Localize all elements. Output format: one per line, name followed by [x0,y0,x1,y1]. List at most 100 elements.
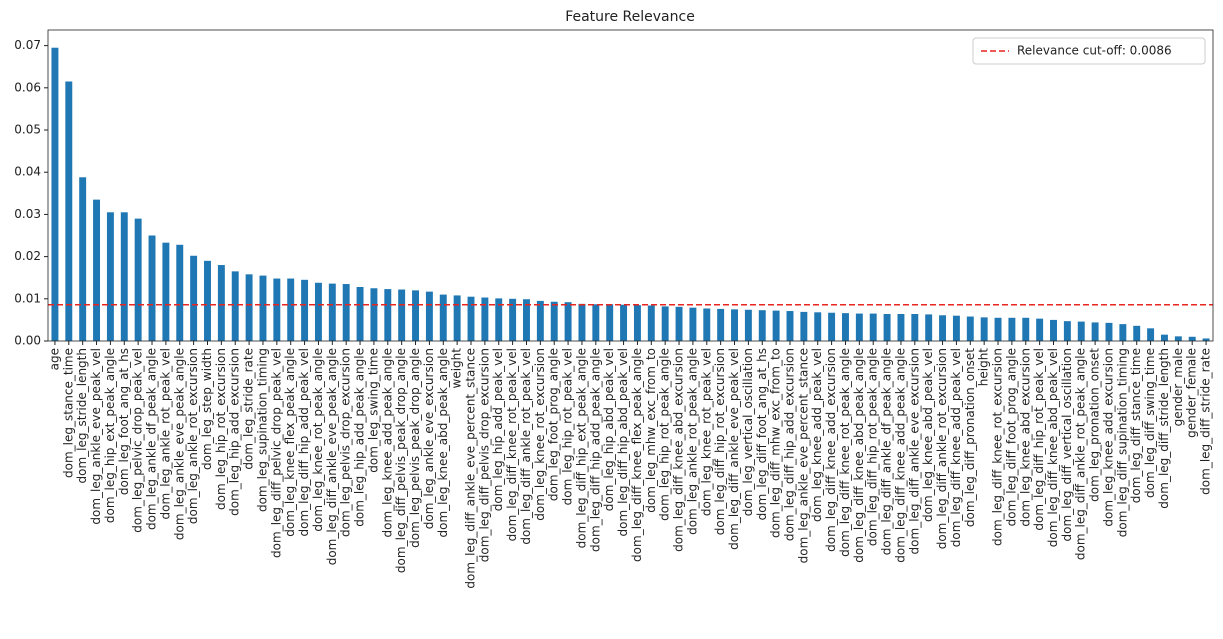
bar [869,313,877,341]
bar [814,312,822,341]
bar [731,309,738,341]
bar [1147,328,1155,341]
bar [93,199,101,341]
x-tick-label: dom_leg_foot_prog_angle [547,348,561,501]
x-tick-label: dom_leg_pelvis_drop_excursion [339,348,353,537]
bar [412,290,419,341]
x-tick-label: dom_leg_diff_knee_add_excursion [824,348,838,552]
bar [883,313,891,341]
x-tick-label: dom_leg_hip_rot_peak_vel [561,348,575,505]
bar [689,307,697,341]
bar [1174,336,1182,341]
x-tick-label: dom_leg_pelvis_peak_drop_angle [408,348,422,548]
legend-label: Relevance cut-off: 0.0086 [1017,44,1172,58]
bar [134,218,142,341]
bar [925,314,933,341]
x-tick-label: dom_leg_diff_vertical_oscillation [1060,348,1074,541]
bar [1050,319,1057,341]
bar [633,305,641,341]
bar [1105,322,1113,341]
x-tick-label: dom_leg_diff_supination_timing [1115,348,1129,537]
bar [231,271,239,341]
x-tick-label: dom_leg_diff_knee_abd_excursion [672,348,686,552]
bar [661,306,669,341]
x-tick-label: dom_leg_ankle_eve_excursion [422,348,436,529]
x-tick-label: dom_leg_diff_ankle_df_peak_angle [880,348,894,555]
x-tick-label: dom_leg_diff_hip_rot_peak_angle [866,348,880,546]
bar [564,302,572,341]
bar [1119,324,1127,341]
bar [980,317,988,341]
legend-box [972,37,1206,65]
x-tick-label: dom_leg_diff_ankle_rot_peak_vel [519,348,533,545]
bar [509,298,517,341]
bar [758,310,766,341]
y-tick-label: 0.00 [14,334,41,348]
bar [1160,334,1168,341]
x-tick-label: dom_leg_diff_foot_prog_angle [1004,348,1018,526]
x-tick-label: dom_leg_hip_rot_excursion [214,348,228,510]
x-tick-label: dom_leg_knee_rot_peak_vel [699,348,713,516]
x-tick-label: dom_leg_diff_ankle_eve_excursion [907,348,921,554]
x-tick-label: dom_leg_knee_abd_peak_angle [436,348,450,538]
x-tick-label: dom_leg_diff_pelvis_peak_drop_angle [394,348,408,573]
x-tick-label: dom_leg_step_width [200,348,214,470]
bar [952,315,960,341]
x-tick-label: dom_leg_ankle_rot_peak_angle [685,348,699,535]
bar [398,289,406,341]
bar [245,274,253,341]
x-tick-label: dom_leg_hip_ext_peak_angle [103,348,117,523]
x-tick-label: dom_leg_ankle_rot_peak_vel [158,348,172,519]
y-tick-label: 0.06 [14,80,41,94]
bar [120,212,128,341]
bar [481,297,489,341]
x-tick-label: dom_leg_diff_hip_add_peak_vel [297,348,311,536]
x-tick-label: dom_leg_hip_abd_peak_vel [602,348,616,511]
bar [1022,317,1030,341]
x-tick-label: dom_leg_diff_knee_rot_peak_angle [838,348,852,557]
bar [273,278,281,341]
x-tick-label: dom_leg_diff_knee_abd_peak_angle [852,348,866,563]
x-tick-label: dom_leg_hip_rot_peak_angle [658,348,672,521]
bar [1188,336,1196,341]
bar [79,177,87,341]
x-tick-label: dom_leg_diff_stride_rate [1199,348,1213,495]
x-tick-label: dom_leg_diff_hip_abd_peak_vel [616,348,630,536]
x-tick-label: dom_leg_diff_knee_flex_peak_angle [630,348,644,562]
x-tick-label: dom_leg_knee_abd_peak_vel [921,348,935,522]
x-tick-label: dom_leg_diff_hip_rot_excursion [713,348,727,535]
bar [453,295,461,341]
bar [356,286,364,341]
bar [911,313,919,341]
x-tick-label: dom_leg_hip_add_peak_vel [491,348,505,511]
x-tick-label: dom_leg_diff_knee_rot_excursion [991,348,1005,546]
x-tick-label: dom_leg_diff_ankle_rot_excursion [935,348,949,549]
x-tick-label: dom_leg_swing_time [366,348,380,473]
bar [647,305,655,341]
bar [1036,318,1044,341]
bar [703,308,711,341]
x-tick-label: dom_leg_diff_knee_add_peak_angle [893,348,907,563]
bar [370,288,378,341]
x-tick-label: dom_leg_pelvic_drop_peak_vel [131,348,145,533]
x-tick-label: dom_leg_knee_add_peak_vel [810,348,824,522]
bar [204,260,211,341]
x-tick-label: dom_leg_diff_hip_add_excursion [782,348,796,541]
bar [828,312,836,341]
bar [328,283,336,341]
x-tick-label: dom_leg_diff_knee_add_peak_vel [949,348,963,547]
x-tick-label: dom_leg_ankle_eve_peak_vel [89,348,103,525]
x-tick-label: dom_leg_diff_ankle_eve_peak_angle [325,348,339,565]
x-tick-label: dom_leg_ankle_df_peak_angle [145,348,159,530]
x-tick-label: dom_leg_diff_hip_rot_peak_vel [1032,348,1046,531]
bar [1202,338,1210,341]
y-tick-label: 0.03 [14,207,41,221]
y-tick-label: 0.04 [14,165,41,179]
x-tick-label: dom_leg_knee_rot_peak_angle [311,348,325,532]
x-tick-label: dom_leg_stance_time [61,348,75,478]
y-tick-label: 0.07 [14,38,41,52]
x-tick-label: dom_leg_knee_abd_excursion [1018,348,1032,527]
x-tick-label: gender_male [1171,348,1185,426]
bar [301,279,309,341]
bar [65,81,73,341]
